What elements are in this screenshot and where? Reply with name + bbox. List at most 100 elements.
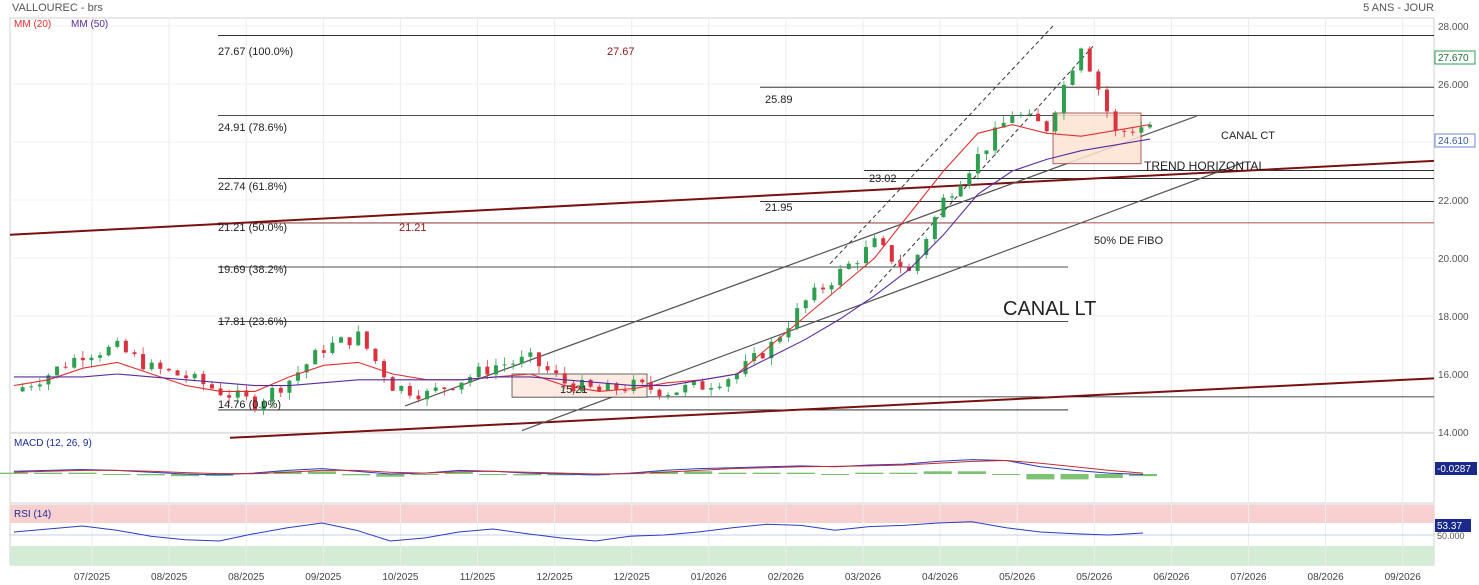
candle-body — [545, 366, 550, 371]
x-tick-label: 08/2025 — [228, 572, 265, 583]
candle-body — [941, 197, 946, 218]
macd-histogram-bar — [992, 474, 1021, 475]
candle-body — [889, 245, 894, 262]
candle-body — [536, 352, 541, 367]
candle-body — [20, 387, 25, 392]
candle-body — [1044, 121, 1049, 132]
level-label-15-21: 15.21 — [560, 384, 588, 396]
annotation-trend-horizontal: TREND HORIZONTAL — [1144, 159, 1265, 173]
ma20-badge: 24.610 — [1434, 133, 1476, 148]
candle-body — [149, 362, 154, 370]
candle-body — [321, 350, 326, 353]
candle-body — [717, 386, 722, 389]
long-term-trendline-lower — [229, 377, 1435, 439]
consolidation-box-ct — [1052, 112, 1142, 165]
candle-body — [313, 350, 318, 365]
candle-body — [683, 384, 688, 393]
x-tick-label: 04/2026 — [922, 572, 959, 583]
moving-averages — [13, 124, 1151, 392]
rsi-overbought-zone — [10, 505, 1434, 523]
y-tick-label: 16.000 — [1438, 370, 1469, 381]
candle-body — [1104, 89, 1109, 112]
candle-body — [1027, 113, 1032, 115]
candle-body — [838, 268, 843, 286]
candle-body — [915, 254, 920, 271]
candle-body — [1079, 48, 1084, 71]
candle-body — [407, 385, 412, 396]
candle-body — [924, 239, 929, 255]
candle-body — [330, 342, 335, 353]
candle-body — [1087, 48, 1092, 72]
candle-body — [726, 379, 731, 387]
candle-body — [166, 368, 171, 371]
level-labels: 27.67 25.89 23.02 21.95 21.21 15.21 — [399, 46, 897, 396]
candle-body — [502, 364, 507, 366]
macd-line — [13, 459, 1144, 476]
macd-title: MACD (12, 26, 9) — [14, 438, 92, 449]
candle-body — [141, 354, 146, 370]
macd-histogram-bar — [855, 472, 884, 474]
candle-body — [347, 337, 352, 346]
macd-histogram-bar — [68, 472, 97, 474]
candle-body — [614, 383, 619, 391]
macd-histogram-bar — [513, 474, 542, 476]
candle-body — [829, 285, 834, 290]
macd-histogram-bar — [547, 474, 576, 476]
candle-body — [795, 308, 800, 329]
macd-histogram-bar — [1026, 474, 1055, 480]
candle-body — [339, 337, 344, 343]
rsi-value-badge: 53.37 — [1435, 519, 1471, 532]
candle-body — [1061, 84, 1066, 113]
candle-body — [55, 366, 60, 376]
fibo-label-236: 17.81 (23.6%) — [218, 316, 287, 328]
candle-body — [115, 340, 120, 347]
candle-body — [734, 374, 739, 380]
candle-body — [786, 328, 791, 338]
macd-histogram-bar — [307, 471, 336, 474]
macd-histogram-bar — [410, 474, 439, 475]
candle-body — [975, 154, 980, 174]
candle-body — [493, 365, 498, 375]
candle-body — [820, 287, 825, 290]
y-tick-label: 22.000 — [1438, 196, 1469, 207]
svg-text:-0.0287: -0.0287 — [1437, 464, 1471, 475]
candle-body — [1070, 70, 1075, 85]
candle-body — [993, 127, 998, 151]
candle-body — [1130, 131, 1135, 133]
candle-body — [657, 389, 662, 396]
macd-histogram-bar — [102, 474, 131, 475]
rsi-title: RSI (14) — [14, 509, 51, 520]
candle-body — [270, 387, 275, 402]
candle-body — [382, 361, 387, 378]
candle-body — [562, 373, 567, 384]
ma20-line — [13, 124, 1151, 392]
candle-body — [554, 370, 559, 374]
candle-body — [777, 337, 782, 342]
macd-histogram-bar — [718, 472, 747, 474]
candle-body — [691, 381, 696, 385]
candle-body — [132, 352, 137, 355]
candle-body — [1139, 127, 1144, 133]
macd-histogram-bar — [889, 472, 918, 474]
candlesticks — [20, 46, 1152, 415]
candle-body — [700, 381, 705, 390]
macd-histogram-bar — [0, 472, 28, 474]
candle-body — [769, 341, 774, 359]
macd-histogram-bar — [923, 471, 952, 474]
svg-text:53.37: 53.37 — [1437, 521, 1462, 532]
annotation-canal-ct: CANAL CT — [1221, 130, 1275, 142]
candle-body — [812, 287, 817, 301]
candle-body — [709, 388, 714, 390]
y-tick-label: 14.000 — [1438, 428, 1469, 439]
macd-histogram-bar — [376, 474, 405, 477]
x-tick-label: 11/2025 — [460, 572, 496, 583]
macd-histogram-bar — [444, 471, 473, 474]
candle-body — [752, 353, 757, 362]
candle-body — [287, 380, 292, 393]
candle-body — [416, 395, 421, 400]
x-tick-label: 12/2025 — [537, 572, 574, 583]
candle-body — [674, 392, 679, 396]
candle-body — [528, 352, 533, 357]
candle-body — [846, 263, 851, 269]
fibo-label-100: 27.67 (100.0%) — [218, 46, 293, 58]
